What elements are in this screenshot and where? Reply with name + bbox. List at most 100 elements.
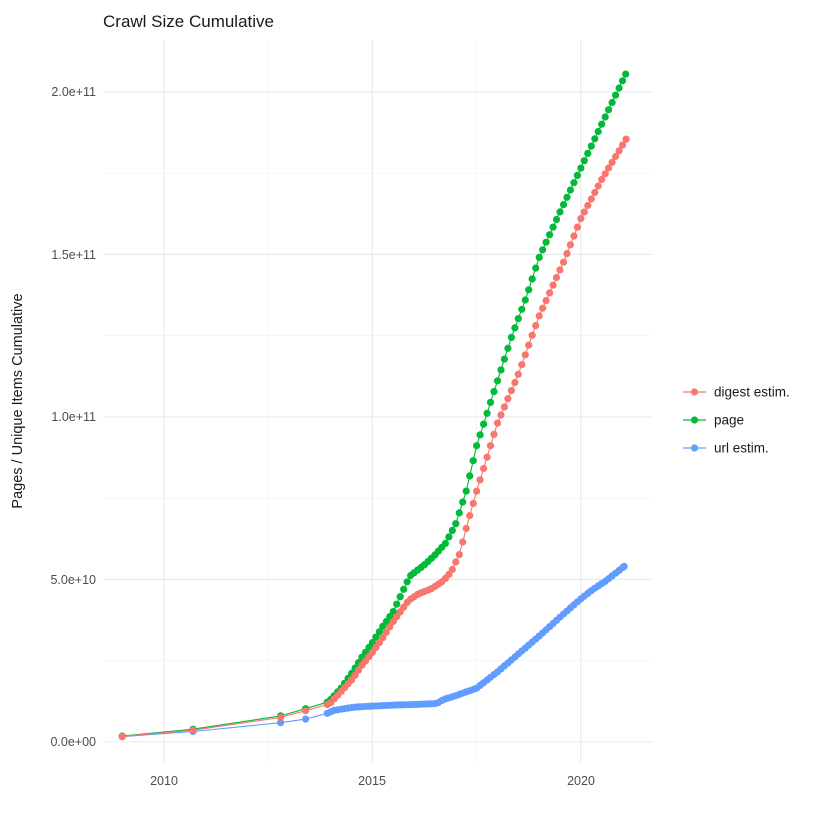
data-point: [302, 707, 310, 715]
data-point: [556, 266, 564, 274]
y-axis-tick-labels: 0.0e+00 5.0e+10 1.0e+11 1.5e+11 2.0e+11: [50, 85, 96, 749]
chart-title: Crawl Size Cumulative: [103, 12, 274, 31]
data-point: [396, 593, 404, 601]
data-point: [535, 312, 543, 320]
data-point: [455, 551, 463, 559]
data-point: [490, 430, 498, 438]
data-point: [587, 195, 595, 203]
data-point: [469, 457, 477, 465]
data-point: [189, 726, 197, 734]
data-point: [490, 388, 498, 396]
data-point: [620, 562, 628, 571]
series-digest-estim-: [118, 135, 630, 741]
data-point: [483, 453, 491, 461]
data-point: [591, 188, 599, 197]
x-tick-label: 2015: [358, 774, 386, 788]
data-point: [525, 286, 533, 294]
data-point: [518, 305, 526, 313]
data-point: [608, 98, 616, 107]
data-point: [466, 472, 474, 480]
data-point: [511, 324, 519, 332]
data-point: [476, 431, 484, 439]
legend-label: url estim.: [714, 441, 769, 456]
grid: [103, 40, 652, 763]
legend-label: page: [714, 413, 744, 428]
data-point: [455, 509, 463, 517]
data-point: [532, 322, 540, 330]
data-point: [528, 275, 536, 283]
data-point: [486, 398, 495, 406]
data-point: [618, 77, 627, 85]
data-point: [302, 715, 310, 723]
data-point: [441, 539, 449, 548]
data-point: [466, 511, 474, 520]
data-point: [277, 713, 285, 722]
data-point: [573, 171, 582, 179]
data-point: [389, 608, 397, 616]
data-point: [566, 186, 575, 194]
data-point: [469, 499, 477, 507]
data-point: [379, 634, 387, 642]
data-point: [375, 628, 383, 636]
data-point: [539, 246, 547, 254]
data-point: [546, 289, 554, 297]
data-point: [504, 395, 512, 403]
data-point: [445, 533, 453, 541]
data-point: [386, 623, 394, 631]
data-point: [605, 164, 613, 172]
data-point: [601, 170, 609, 178]
y-tick-label: 1.0e+11: [51, 410, 96, 424]
legend-item-page: page: [683, 413, 744, 428]
data-point: [511, 378, 519, 387]
x-axis-tick-labels: 2010 2015 2020: [150, 774, 595, 788]
legend-key-dot: [690, 416, 699, 424]
data-point: [525, 341, 533, 349]
data-point: [591, 135, 599, 143]
data-point: [535, 253, 543, 261]
data-point: [486, 442, 495, 450]
data-point: [577, 164, 585, 172]
series-group: [118, 70, 630, 741]
y-tick-label: 2.0e+11: [51, 85, 96, 99]
data-point: [556, 208, 564, 216]
data-point: [580, 157, 588, 165]
data-point: [448, 526, 456, 535]
data-point: [480, 464, 488, 473]
data-point: [372, 633, 380, 641]
data-point: [549, 223, 557, 231]
legend-item-url: url estim.: [683, 441, 769, 456]
legend-label: digest estim.: [714, 385, 790, 400]
data-point: [500, 355, 508, 363]
data-point: [573, 223, 582, 231]
data-point: [587, 142, 595, 150]
data-point: [549, 281, 557, 289]
data-point: [452, 520, 460, 528]
data-point: [615, 147, 623, 155]
data-point: [594, 182, 602, 190]
data-point: [532, 264, 540, 272]
data-point: [563, 193, 571, 201]
data-point: [577, 214, 585, 223]
data-point: [514, 370, 522, 378]
legend-item-digest: digest estim.: [683, 385, 790, 400]
data-point: [612, 152, 620, 161]
legend-key-dot: [690, 444, 699, 452]
series-page: [118, 70, 630, 740]
data-point: [462, 487, 470, 495]
data-point: [605, 106, 613, 114]
data-point: [518, 361, 526, 369]
data-point: [559, 258, 568, 266]
data-point: [563, 250, 571, 258]
data-point: [504, 344, 512, 352]
data-point: [473, 487, 481, 495]
data-point: [483, 409, 491, 417]
series-url-estim-: [118, 562, 628, 741]
data-point: [598, 120, 606, 128]
data-point: [594, 127, 602, 136]
data-point: [622, 135, 630, 143]
data-point: [542, 238, 550, 246]
data-point: [507, 333, 515, 341]
data-point: [500, 403, 508, 411]
